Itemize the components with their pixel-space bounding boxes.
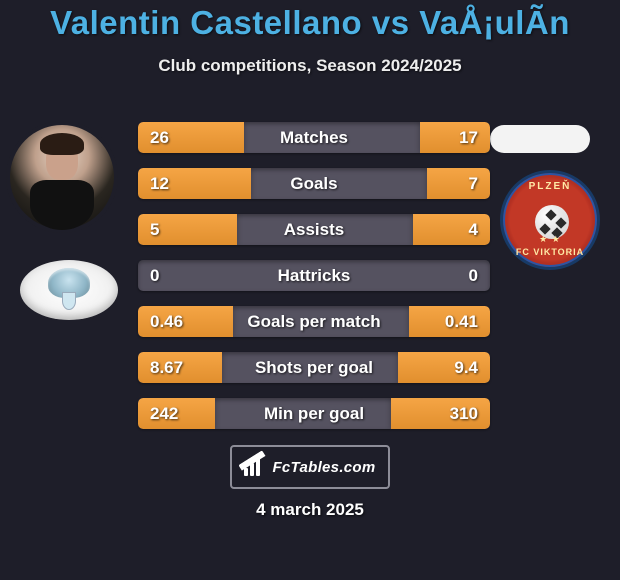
stats-list: 2617Matches127Goals54Assists00Hattricks0… [138, 122, 490, 444]
page-title: Valentin Castellano vs VaÅ¡ulÃ­n [0, 4, 620, 42]
player-right-club-crest: PLZEŇ ★ ★ FC VIKTORIA [500, 170, 600, 270]
page-subtitle: Club competitions, Season 2024/2025 [0, 56, 620, 76]
stat-value-right: 0 [469, 260, 478, 291]
stat-value-right: 4 [469, 214, 478, 245]
comparison-card: Valentin Castellano vs VaÅ¡ulÃ­n Club co… [0, 0, 620, 580]
stat-value-left: 8.67 [150, 352, 183, 383]
chart-icon [244, 458, 266, 476]
stat-row: 0.460.41Goals per match [138, 306, 490, 337]
stat-row: 242310Min per goal [138, 398, 490, 429]
brand-text: FcTables.com [272, 459, 375, 476]
stat-value-right: 0.41 [445, 306, 478, 337]
player-right-avatar-placeholder [490, 125, 590, 153]
stat-value-left: 5 [150, 214, 159, 245]
player-left-avatar [10, 125, 114, 229]
stat-row: 127Goals [138, 168, 490, 199]
stat-fill-right [413, 214, 490, 245]
stat-value-left: 12 [150, 168, 169, 199]
stat-fill-right [427, 168, 490, 199]
stat-row: 2617Matches [138, 122, 490, 153]
date-label: 4 march 2025 [0, 500, 620, 520]
stat-value-left: 242 [150, 398, 178, 429]
stat-fill-right [420, 122, 490, 153]
stat-value-right: 9.4 [454, 352, 478, 383]
stat-value-left: 0.46 [150, 306, 183, 337]
stat-row: 0 0Hattricks [138, 260, 490, 291]
brand-logo: FcTables.com [230, 445, 390, 489]
stat-value-left: 0 [150, 260, 159, 291]
stat-value-right: 310 [450, 398, 478, 429]
stat-row: 54Assists [138, 214, 490, 245]
stat-row: 8.679.4Shots per goal [138, 352, 490, 383]
stat-label: Hattricks [138, 260, 490, 291]
stat-value-left: 26 [150, 122, 169, 153]
crest-bottom-text: FC VIKTORIA [503, 173, 597, 267]
stat-value-right: 7 [469, 168, 478, 199]
player-left-club-crest [20, 260, 118, 320]
stat-value-right: 17 [459, 122, 478, 153]
